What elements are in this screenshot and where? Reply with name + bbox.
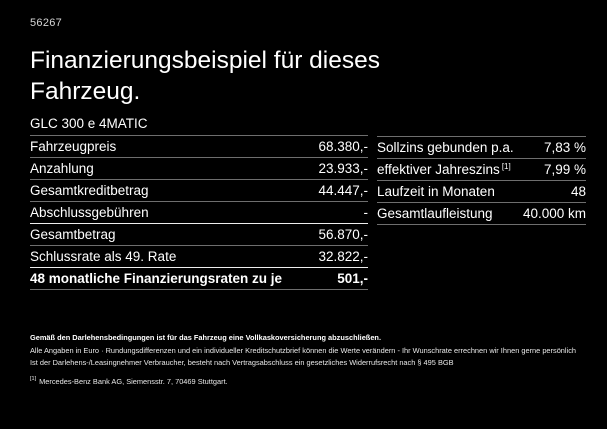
table-row-abschlussgebuehren: Abschlussgebühren -: [30, 202, 368, 224]
row-value: 32.822,-: [318, 249, 368, 264]
table-row-schlussrate: Schlussrate als 49. Rate 32.822,-: [30, 246, 368, 268]
row-label: 48 monatliche Finanzierungsraten zu je: [30, 271, 283, 286]
footnote-disclaimer: Alle Angaben in Euro · Rundungsdifferenz…: [30, 345, 577, 355]
row-value: 56.870,-: [318, 227, 368, 242]
table-row-gesamtkreditbetrag: Gesamtkreditbetrag 44.447,-: [30, 180, 368, 202]
page-title: Finanzierungsbeispiel für dieses Fahrzeu…: [30, 47, 380, 105]
row-label: effektiver Jahreszins [1]: [377, 161, 511, 177]
row-value: 7,83 %: [543, 140, 586, 155]
row-label: Anzahlung: [30, 161, 94, 176]
row-value: -: [363, 205, 369, 220]
row-value: 23.933,-: [318, 161, 368, 176]
table-row-sollzins: Sollzins gebunden p.a. 7,83 %: [377, 137, 586, 159]
row-label: Laufzeit in Monaten: [377, 184, 495, 199]
footnote-insurance: Gemäß den Darlehensbedingungen ist für d…: [30, 333, 382, 342]
conditions-table: Sollzins gebunden p.a. 7,83 % effektiver…: [377, 136, 586, 290]
vehicle-model-header: GLC 300 e 4MATIC: [30, 112, 368, 136]
footnote-bank: [1] Mercedes-Benz Bank AG, Siemensstr. 7,…: [30, 376, 228, 386]
table-row-gesamtbetrag: Gesamtbetrag 56.870,-: [30, 224, 368, 246]
row-label: Fahrzeugpreis: [30, 139, 117, 154]
row-label: Gesamtkreditbetrag: [30, 183, 149, 198]
table-row-anzahlung: Anzahlung 23.933,-: [30, 158, 368, 180]
footnote-marker: [1]: [30, 376, 37, 383]
row-label: Sollzins gebunden p.a.: [377, 140, 514, 155]
table-row-gesamtlaufleistung: Gesamtlaufleistung 40.000 km: [377, 203, 586, 225]
finance-tables: GLC 300 e 4MATIC Fahrzeugpreis 68.380,- …: [30, 112, 586, 290]
vehicle-model-label: GLC 300 e 4MATIC: [30, 116, 148, 131]
listing-id: 56267: [30, 17, 63, 29]
finance-table: GLC 300 e 4MATIC Fahrzeugpreis 68.380,- …: [30, 112, 368, 290]
row-value: 44.447,-: [318, 183, 368, 198]
row-label: Schlussrate als 49. Rate: [30, 249, 177, 264]
footnote-marker: [1]: [501, 161, 511, 171]
table-row-laufzeit: Laufzeit in Monaten 48: [377, 181, 586, 203]
table-row-fahrzeugpreis: Fahrzeugpreis 68.380,-: [30, 136, 368, 158]
row-value: 7,99 %: [543, 162, 586, 177]
row-label: Gesamtbetrag: [30, 227, 116, 242]
row-value: 501,-: [337, 271, 368, 286]
row-label: Abschlussgebühren: [30, 205, 149, 220]
row-value: 40.000 km: [522, 206, 586, 221]
table-gap: [368, 112, 377, 290]
row-value: 48: [570, 184, 586, 199]
row-value: 68.380,-: [318, 139, 368, 154]
footnote-withdrawal: Ist der Darlehens-/Leasingnehmer Verbrau…: [30, 358, 454, 367]
row-label: Gesamtlaufleistung: [377, 206, 493, 221]
footnotes: Gemäß den Darlehensbedingungen ist für d…: [30, 332, 600, 388]
table-row-monthly-rate: 48 monatliche Finanzierungsraten zu je 5…: [30, 268, 368, 290]
table-row-effektiver-jahreszins: effektiver Jahreszins [1] 7,99 %: [377, 159, 586, 181]
